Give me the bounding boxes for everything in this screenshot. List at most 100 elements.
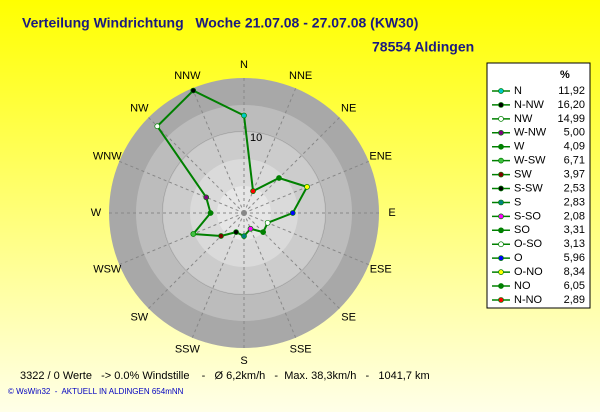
legend-name: W-NW <box>514 127 547 139</box>
spoke <box>119 160 245 214</box>
legend-name: N <box>514 85 522 97</box>
legend-name: O-SO <box>514 238 543 250</box>
legend-value: 3,31 <box>564 224 585 236</box>
legend-value: 16,20 <box>557 99 585 111</box>
legend-value: 2,83 <box>564 196 585 208</box>
spoke <box>243 212 297 338</box>
wind-marker <box>289 210 296 216</box>
legend-value: 5,96 <box>564 252 585 264</box>
spoke <box>243 212 340 309</box>
legend-marker <box>498 297 504 303</box>
compass-label: NE <box>341 102 356 114</box>
spoke <box>148 117 245 214</box>
r-tick-ring <box>161 130 327 296</box>
legend-name: NO <box>514 280 531 292</box>
legend-marker <box>498 129 504 136</box>
wind-marker <box>218 233 224 239</box>
r-tick-label: 10 <box>250 132 262 144</box>
legend-name: N-NO <box>514 294 543 306</box>
compass-label: NNW <box>174 70 201 82</box>
chart-subtitle: 78554 Aldingen <box>372 39 474 55</box>
wind-marker <box>207 210 214 216</box>
spoke <box>243 88 297 214</box>
legend-name: N-NW <box>514 99 545 111</box>
legend-title: % <box>560 69 570 81</box>
compass-label: ESE <box>370 264 392 276</box>
wind-marker <box>304 184 310 190</box>
legend-name: S-SO <box>514 210 541 222</box>
legend-marker <box>498 227 504 234</box>
legend-value: 8,34 <box>564 266 585 278</box>
spoke <box>148 212 245 309</box>
legend-marker <box>498 102 504 108</box>
legend-name: S-SW <box>514 182 543 194</box>
wind-marker <box>241 233 247 240</box>
legend-name: W <box>514 141 525 153</box>
legend-name: S <box>514 196 521 208</box>
compass-label: S <box>240 355 247 367</box>
wind-marker <box>203 194 210 201</box>
wind-marker <box>276 175 282 181</box>
compass-label: SW <box>130 312 148 324</box>
legend-value: 6,05 <box>564 280 585 292</box>
footer-stats: 3322 / 0 Werte -> 0.0% Windstille - Ø 6,… <box>20 370 430 382</box>
compass-label: SE <box>341 312 356 324</box>
legend-value: 3,13 <box>564 238 585 250</box>
legend-marker <box>498 157 504 164</box>
compass-label: WNW <box>93 150 122 162</box>
legend-marker <box>498 116 504 122</box>
legend-marker <box>498 143 504 150</box>
spoke <box>243 212 369 266</box>
footer-credit: © WsWin32 - AKTUELL IN ALDINGEN 654mNN <box>8 387 184 396</box>
wind-marker <box>241 112 247 119</box>
chart-title: Verteilung Windrichtung Woche 21.07.08 -… <box>22 15 418 31</box>
compass-label: SSE <box>290 344 312 356</box>
wind-marker <box>190 231 197 237</box>
legend-marker <box>498 255 504 262</box>
legend-value: 2,53 <box>564 182 585 194</box>
legend-name: O <box>514 252 523 264</box>
legend-marker <box>498 199 504 206</box>
wind-marker <box>264 219 271 226</box>
wind-marker <box>247 225 254 232</box>
legend-value: 4,09 <box>564 141 585 153</box>
spoke <box>119 212 245 266</box>
wind-marker <box>260 229 266 235</box>
legend-marker <box>498 171 504 178</box>
compass-label: SSW <box>175 344 201 356</box>
legend-box <box>486 62 591 309</box>
compass-label: NW <box>130 102 149 114</box>
wind-marker <box>154 123 161 130</box>
wind-marker <box>233 229 239 235</box>
legend-marker <box>498 213 504 220</box>
legend-name: NW <box>514 113 533 125</box>
compass-label: ENE <box>369 150 392 162</box>
compass-label: E <box>388 207 395 219</box>
legend-value: 2,08 <box>564 210 585 222</box>
legend-value: 3,97 <box>564 168 585 180</box>
compass-label: WSW <box>93 264 122 276</box>
legend-marker <box>498 283 504 289</box>
legend-value: 11,92 <box>558 85 585 97</box>
spoke <box>191 88 245 214</box>
legend-name: W-SW <box>514 155 546 167</box>
legend-name: SO <box>514 224 530 236</box>
legend-value: 5,00 <box>564 127 585 139</box>
legend-value: 2,89 <box>564 294 585 306</box>
legend-marker <box>498 269 504 275</box>
legend-name: O-NO <box>514 266 543 278</box>
spoke <box>191 212 245 338</box>
legend-name: SW <box>514 168 532 180</box>
legend-marker <box>498 185 504 192</box>
legend-marker <box>498 241 504 248</box>
spoke <box>243 117 340 214</box>
wind-marker <box>250 188 256 195</box>
compass-label: W <box>91 207 102 219</box>
legend-marker <box>498 88 504 94</box>
wind-marker <box>190 87 197 94</box>
legend-value: 6,71 <box>564 155 585 167</box>
compass-label: NNE <box>289 70 312 82</box>
legend-value: 14,99 <box>557 113 585 125</box>
